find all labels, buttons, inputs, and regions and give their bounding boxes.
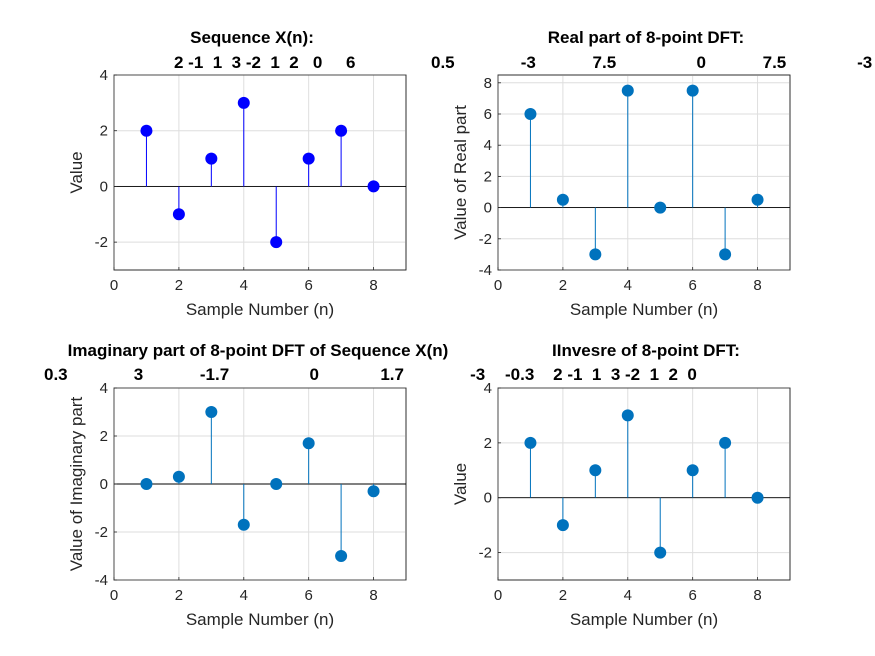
plot-area bbox=[497, 74, 791, 271]
y-tick-label: -2 bbox=[95, 234, 108, 251]
y-tick-label: -2 bbox=[95, 524, 108, 541]
y-tick-label: 4 bbox=[100, 380, 108, 397]
axes-box bbox=[497, 74, 791, 271]
x-tick-label: 8 bbox=[369, 277, 377, 294]
stem-marker bbox=[686, 84, 699, 97]
stem-marker bbox=[686, 464, 699, 477]
x-tick-label: 4 bbox=[240, 587, 248, 604]
x-tick-label: 4 bbox=[624, 587, 632, 604]
axes-box bbox=[113, 74, 407, 271]
x-tick-label: 6 bbox=[304, 277, 312, 294]
stem-marker bbox=[302, 152, 315, 165]
x-tick-label: 6 bbox=[688, 277, 696, 294]
subplot-1: 0 2 4 6 8 -2 0 2 4 Sequence X(n): 2 -1 1 3 -2 1 2 … bbox=[67, 28, 407, 319]
x-tick-label: 2 bbox=[175, 587, 183, 604]
stem-marker bbox=[524, 436, 537, 449]
stem-marker bbox=[719, 436, 732, 449]
x-tick-label: 8 bbox=[369, 587, 377, 604]
x-tick-label: 6 bbox=[688, 587, 696, 604]
subplot-title-values: 0.3 3 -1.7 0 1.7 -3 bbox=[44, 365, 485, 384]
y-tick-label: 0 bbox=[100, 178, 108, 195]
subplot-title: IInvesre of 8-point DFT: bbox=[552, 341, 740, 360]
subplot-title: Imaginary part of 8-point DFT of Sequenc… bbox=[68, 341, 449, 360]
stem-marker bbox=[140, 478, 153, 490]
y-tick-label: -2 bbox=[479, 545, 492, 562]
stem-marker bbox=[556, 193, 569, 206]
subplot-title-values: -0.3 2 -1 1 3 -2 1 2 0 bbox=[505, 365, 697, 384]
stem-marker bbox=[654, 546, 667, 559]
x-axis-label: Sample Number (n) bbox=[570, 610, 718, 629]
stem-marker bbox=[270, 236, 283, 249]
y-tick-label: -4 bbox=[479, 262, 492, 279]
stem-marker bbox=[172, 208, 185, 221]
y-tick-label: 2 bbox=[100, 123, 108, 140]
subplot-title-values: 2 -1 1 3 -2 1 2 0 6 bbox=[174, 53, 355, 72]
stem-marker bbox=[367, 180, 380, 193]
y-tick-label: 0 bbox=[484, 200, 492, 217]
stem-marker bbox=[205, 406, 218, 418]
y-axis-label: Value bbox=[67, 151, 86, 193]
stem-marker bbox=[524, 108, 537, 120]
x-axis-label: Sample Number (n) bbox=[570, 300, 718, 319]
y-tick-label: 0 bbox=[484, 490, 492, 507]
x-tick-label: 6 bbox=[304, 587, 312, 604]
y-tick-label: 2 bbox=[100, 428, 108, 445]
stem-marker bbox=[172, 470, 185, 483]
y-tick-label: 4 bbox=[484, 137, 492, 154]
y-tick-label: 0 bbox=[100, 476, 108, 493]
y-axis-label: Value of Imaginary part bbox=[67, 396, 86, 571]
y-tick-label: 4 bbox=[484, 380, 492, 397]
stem-marker bbox=[621, 409, 634, 422]
stem-marker bbox=[589, 464, 602, 477]
stem-marker bbox=[140, 124, 153, 137]
x-tick-label: 2 bbox=[559, 277, 567, 294]
stem-marker bbox=[335, 124, 348, 137]
axes-box bbox=[497, 387, 791, 581]
plot-area bbox=[497, 387, 791, 581]
stem-marker bbox=[270, 478, 283, 490]
subplot-4: 0 2 4 6 8 -2 0 2 4 IInvesre of 8-point DFT: -0.3 2… bbox=[451, 341, 791, 629]
stem-marker bbox=[367, 485, 380, 498]
stem-marker bbox=[751, 491, 764, 504]
x-tick-label: 4 bbox=[240, 277, 248, 294]
x-tick-label: 4 bbox=[624, 277, 632, 294]
x-tick-label: 2 bbox=[175, 277, 183, 294]
x-tick-label: 0 bbox=[494, 277, 502, 294]
x-tick-label: 8 bbox=[753, 587, 761, 604]
y-tick-label: -4 bbox=[95, 572, 108, 589]
y-tick-label: 4 bbox=[100, 67, 108, 84]
stem-marker bbox=[654, 201, 667, 214]
stem-marker bbox=[621, 84, 634, 97]
stem-marker bbox=[205, 152, 218, 165]
x-axis-label: Sample Number (n) bbox=[186, 300, 334, 319]
x-tick-label: 0 bbox=[110, 587, 118, 604]
y-tick-label: 2 bbox=[484, 168, 492, 185]
subplot-2: 0 2 4 6 8 -4 -2 0 2 4 6 8 Real part of 8-point DFT: 0… bbox=[431, 28, 872, 319]
stem-marker bbox=[302, 437, 315, 450]
subplot-title: Real part of 8-point DFT: bbox=[548, 28, 744, 47]
plot-area bbox=[113, 74, 407, 271]
x-tick-label: 2 bbox=[559, 587, 567, 604]
stem-marker bbox=[556, 519, 569, 532]
y-axis-label: Value bbox=[451, 463, 470, 505]
subplot-title: Sequence X(n): bbox=[190, 28, 314, 47]
stem-marker bbox=[237, 96, 250, 109]
stem-marker bbox=[335, 550, 348, 562]
subplot-title-values: 0.5 -3 7.5 0 7.5 -3 bbox=[431, 53, 872, 72]
y-axis-label: Value of Real part bbox=[451, 105, 470, 240]
subplot-3: 0 2 4 6 8 -4 -2 0 2 4 Imaginary part of 8-point DF… bbox=[44, 341, 485, 629]
stem-marker bbox=[719, 248, 732, 261]
x-tick-label: 8 bbox=[753, 277, 761, 294]
stem-marker bbox=[751, 193, 764, 206]
y-tick-label: -2 bbox=[479, 231, 492, 248]
stem-marker bbox=[237, 518, 250, 531]
y-tick-label: 6 bbox=[484, 106, 492, 123]
y-tick-label: 8 bbox=[484, 75, 492, 92]
x-axis-label: Sample Number (n) bbox=[186, 610, 334, 629]
stem-marker bbox=[589, 248, 602, 261]
x-tick-label: 0 bbox=[110, 277, 118, 294]
x-tick-label: 0 bbox=[494, 587, 502, 604]
y-tick-label: 2 bbox=[484, 435, 492, 452]
